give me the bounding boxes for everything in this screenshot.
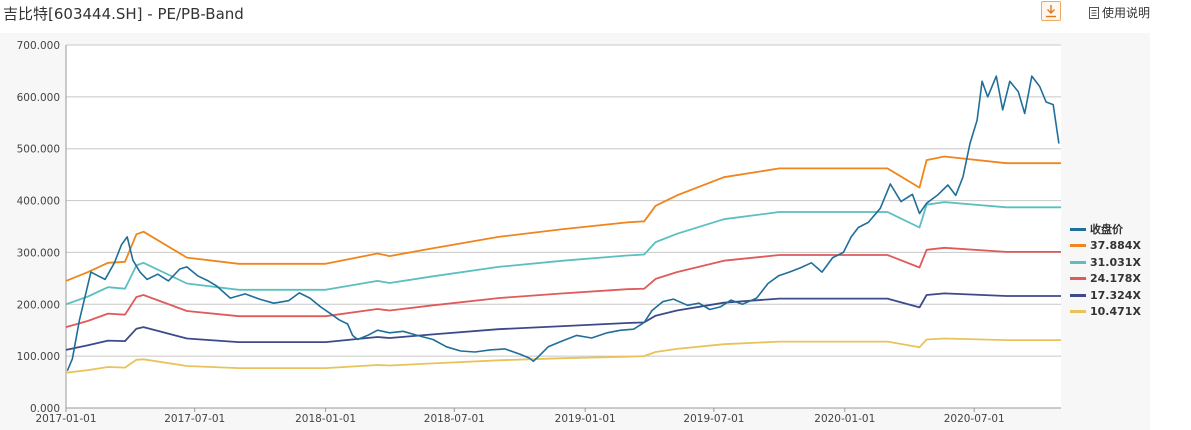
help-link[interactable]: 使用说明 [1089,4,1150,21]
legend-item[interactable]: 10.471X [1070,304,1141,321]
x-tick-label: 2018-01-01 [295,413,356,425]
series-line-37.884X[interactable] [65,155,1061,282]
legend-item[interactable]: 17.324X [1070,287,1141,304]
download-button[interactable] [1041,1,1061,21]
legend-label: 10.471X [1090,305,1141,319]
help-label: 使用说明 [1102,6,1151,20]
legend-label: 31.031X [1090,255,1141,269]
x-tick-label: 2020-01-01 [814,413,875,425]
legend-swatch [1070,260,1086,264]
plot-area [66,45,1061,408]
x-tick-label: 2017-01-01 [35,413,96,425]
page-title: 吉比特[603444.SH] - PE/PB-Band [3,5,244,23]
y-tick-label: 500.000 [17,144,60,156]
legend-label: 37.884X [1090,239,1141,253]
legend-item[interactable]: 37.884X [1070,238,1141,255]
legend-swatch [1070,293,1086,297]
legend-swatch [1070,227,1086,231]
legend-item[interactable]: 收盘价 [1070,221,1141,238]
legend-label: 17.324X [1090,288,1141,302]
y-tick-label: 200.000 [17,299,60,311]
y-tick-label: 400.000 [17,196,60,208]
x-tick-label: 2019-01-01 [555,413,616,425]
legend-label: 收盘价 [1090,223,1123,237]
y-tick-label: 600.000 [17,92,60,104]
x-tick-label: 2017-07-01 [164,413,225,425]
y-tick-label: 100.000 [17,351,60,363]
chart-panel: 0.000 100.000 200.000 300.000 400.000 500.000… [0,33,1150,430]
series-line-17.324X[interactable] [65,292,1061,351]
chart-legend: 收盘价 37.884X 31.031X 24.178X 17.324X 10.471X [1070,221,1141,320]
series-line-收盘价[interactable] [66,75,1060,372]
y-tick-label: 700.000 [17,40,60,52]
header-bar: 吉比特[603444.SH] - PE/PB-Band 使用说明 [0,0,1191,30]
download-icon [1046,5,1056,18]
x-tick-label: 2018-07-01 [424,413,485,425]
x-tick-label: 2019-07-01 [683,413,744,425]
document-icon [1089,6,1099,19]
pe-band-chart[interactable]: 0.000 100.000 200.000 300.000 400.000 500.000… [0,33,1150,430]
legend-label: 24.178X [1090,272,1141,286]
legend-swatch [1070,277,1086,281]
series-line-31.031X[interactable] [65,201,1061,306]
legend-item[interactable]: 31.031X [1070,254,1141,271]
x-tick-label: 2020-07-01 [944,413,1005,425]
series-line-24.178X[interactable] [65,246,1061,328]
legend-swatch [1070,244,1086,248]
legend-item[interactable]: 24.178X [1070,271,1141,288]
y-tick-label: 300.000 [17,247,60,259]
y-tick-label: 0.000 [30,403,60,415]
legend-swatch [1070,310,1086,314]
